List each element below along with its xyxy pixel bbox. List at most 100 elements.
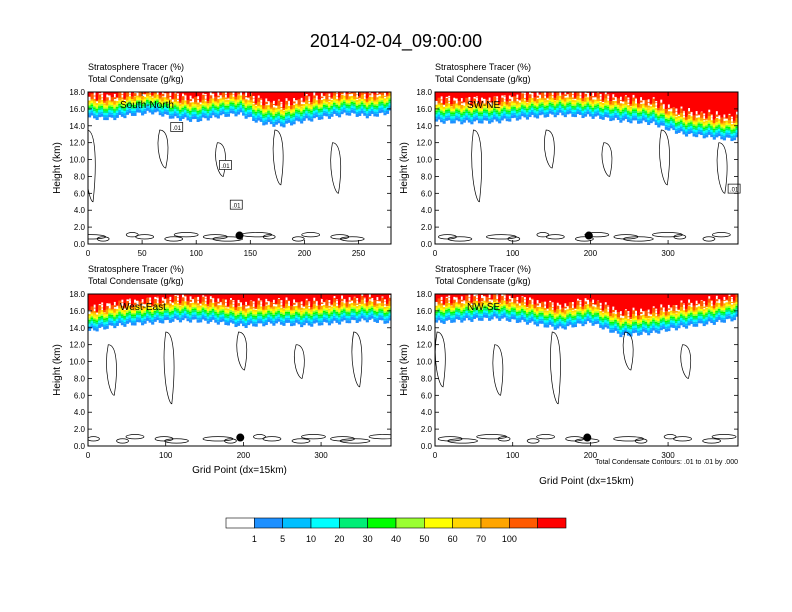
colorbar-swatch-10 [509,517,538,529]
y-tick-label-8: 16.0 [69,105,85,114]
y-tick-label-1: 2.0 [421,223,433,232]
colorbar-label-5: 40 [391,534,401,544]
section-label: South-North [120,100,174,111]
colorbar-swatch-5 [367,517,397,529]
panel-south-north: .01 .01 .01 South-North 0 50 100 150 200 250 0.0 2.… [52,62,392,258]
panel-title-line1: Stratosphere Tracer (%) [435,264,531,274]
colorbar-swatch-7 [424,517,453,529]
x-tick-label-5: 250 [352,249,366,258]
y-tick-label-8: 16.0 [416,105,432,114]
y-tick-label-9: 18.0 [69,88,85,97]
y-tick-label-2: 4.0 [421,408,433,417]
location-marker [236,433,245,442]
y-tick-label-7: 14.0 [69,324,85,333]
y-tick-label-1: 2.0 [421,425,433,434]
y-tick-label-0: 0.0 [421,442,433,451]
x-tick-label-4: 200 [298,249,312,258]
condensate-contours [435,331,737,444]
y-tick-label-5: 10.0 [69,156,85,165]
section-label: NW-SE [467,302,500,313]
panel-title-line1: Stratosphere Tracer (%) [88,62,184,72]
tracer-field [88,92,391,242]
panel-west-east: West-East 0 100 200 300 0.0 2.0 4.0 6.0 8.0 10.0 12… [52,264,392,476]
y-tick-label-6: 12.0 [69,139,85,148]
x-tick-label-2: 100 [190,249,204,258]
y-tick-label-5: 10.0 [416,358,432,367]
plot-frame [87,293,392,447]
y-tick-label-7: 14.0 [69,122,85,131]
colorbar-label-6: 50 [419,534,429,544]
panel-title-line2: Total Condensate (g/kg) [88,276,184,286]
panel-title-line2: Total Condensate (g/kg) [88,74,184,84]
y-tick-label-0: 0.0 [74,240,86,249]
colorbar-swatch-4 [339,517,368,529]
condensate-contours [88,129,365,242]
y-tick-label-6: 12.0 [416,341,432,350]
condensate-contours [438,129,731,242]
contour-label-0: .01 [173,126,182,132]
colorbar-label-3: 20 [334,534,344,544]
condensate-contours [88,331,391,444]
y-tick-label-3: 6.0 [74,189,86,198]
contour-label-1: .01 [221,164,230,170]
contour-label-box [170,122,184,132]
panel-sw-ne: .01 SW-NE 0 100 200 300 0.0 2.0 4.0 6.0 8.0 10.0 12.… [399,62,741,258]
y-tick-label-4: 8.0 [74,374,86,383]
y-tick-label-7: 14.0 [416,122,432,131]
location-marker [583,433,592,442]
panel-title-line2: Total Condensate (g/kg) [435,276,531,286]
plot-frame [434,293,739,447]
location-marker [584,231,593,240]
colorbar-label-0: 1 [252,534,257,544]
section-label: West-East [120,302,166,313]
colorbar-label-2: 10 [306,534,316,544]
colorbar-swatch-1 [254,517,283,529]
x-tick-label-0: 0 [433,249,438,258]
y-tick-label-9: 18.0 [416,88,432,97]
x-tick-label-1: 100 [506,249,520,258]
y-tick-label-2: 4.0 [74,206,86,215]
y-tick-label-2: 4.0 [421,206,433,215]
x-tick-label-3: 300 [661,249,675,258]
colorbar-swatch-0 [225,517,255,529]
contour-label-box [229,199,243,210]
y-tick-label-3: 6.0 [421,391,433,400]
y-tick-label-3: 6.0 [421,189,433,198]
y-tick-label-9: 18.0 [416,290,432,299]
panel-title-line2: Total Condensate (g/kg) [435,74,531,84]
x-tick-label-2: 200 [584,249,598,258]
plot-frame [434,91,739,245]
colorbar-label-7: 60 [448,534,458,544]
x-tick-label-2: 200 [584,451,598,460]
y-tick-label-8: 16.0 [69,307,85,316]
y-axis-label: Height (km) [52,344,63,396]
y-axis-label: Height (km) [52,142,63,194]
y-tick-label-4: 8.0 [421,374,433,383]
location-marker [235,231,244,240]
contour-label-box [219,160,232,170]
x-tick-label-2: 200 [237,451,251,460]
main-title: 2014-02-04_09:00:00 [309,31,483,51]
y-tick-label-1: 2.0 [74,223,86,232]
section-label: SW-NE [467,100,500,111]
y-tick-label-8: 16.0 [416,307,432,316]
x-tick-label-0: 0 [86,451,91,460]
y-axis-label: Height (km) [399,142,410,194]
x-tick-label-3: 150 [244,249,258,258]
x-tick-label-1: 100 [506,451,520,460]
colorbar-swatch-9 [480,517,510,529]
contour-note: Total Condensate Contours: .01 to .01 by… [595,459,738,466]
x-tick-label-0: 0 [86,249,91,258]
x-tick-label-1: 100 [159,451,173,460]
colorbar-label-9: 100 [502,534,517,544]
y-tick-label-5: 10.0 [69,358,85,367]
panel-title-line1: Stratosphere Tracer (%) [435,62,531,72]
y-tick-label-0: 0.0 [74,442,86,451]
x-tick-label-1: 50 [138,249,147,258]
y-axis-label: Height (km) [399,344,410,396]
colorbar-swatch-2 [282,517,312,529]
x-tick-label-3: 300 [661,451,675,460]
tracer-field [88,294,391,444]
y-tick-label-3: 6.0 [74,391,86,400]
colorbar-label-8: 70 [476,534,486,544]
